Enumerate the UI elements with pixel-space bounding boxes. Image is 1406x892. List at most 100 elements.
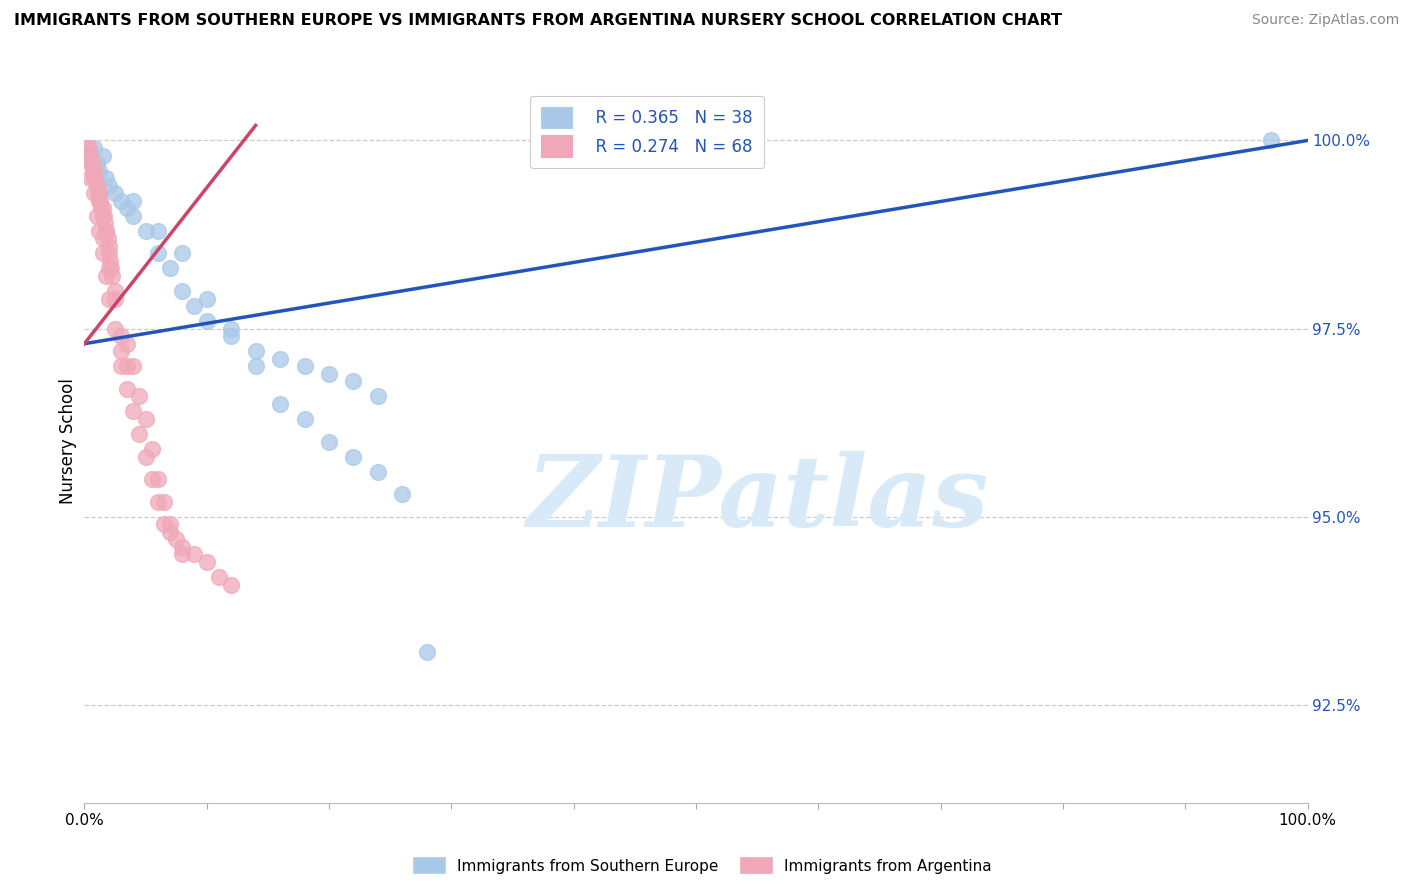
Point xyxy=(183,299,205,313)
Point xyxy=(122,359,145,374)
Point xyxy=(122,194,145,208)
Point xyxy=(86,156,108,170)
Point xyxy=(79,156,101,170)
Point xyxy=(165,533,187,547)
Point xyxy=(91,231,114,245)
Point xyxy=(97,231,120,245)
Point xyxy=(294,359,316,374)
Point xyxy=(91,246,114,260)
Point xyxy=(219,329,242,343)
Point xyxy=(115,359,138,374)
Point xyxy=(135,450,157,464)
Point xyxy=(153,494,176,508)
Point xyxy=(80,156,103,170)
Legend: Immigrants from Southern Europe, Immigrants from Argentina: Immigrants from Southern Europe, Immigra… xyxy=(408,852,998,880)
Point xyxy=(94,216,117,230)
Point xyxy=(87,186,110,201)
Text: ZIPatlas: ZIPatlas xyxy=(526,451,988,548)
Point xyxy=(115,336,138,351)
Point xyxy=(96,224,118,238)
Point xyxy=(86,209,108,223)
Point xyxy=(146,246,169,260)
Point xyxy=(269,351,291,366)
Point xyxy=(159,261,181,276)
Point xyxy=(101,268,124,283)
Point xyxy=(172,246,194,260)
Point xyxy=(172,540,194,554)
Point xyxy=(83,171,105,186)
Point xyxy=(91,201,114,215)
Point xyxy=(135,224,157,238)
Point xyxy=(135,412,157,426)
Point xyxy=(245,344,267,359)
Point xyxy=(172,284,194,298)
Point xyxy=(87,186,110,201)
Point xyxy=(93,209,115,223)
Point xyxy=(141,442,163,456)
Point xyxy=(87,163,110,178)
Point xyxy=(87,224,110,238)
Point xyxy=(89,194,111,208)
Point xyxy=(77,141,100,155)
Point xyxy=(97,246,120,260)
Point xyxy=(97,178,120,193)
Point xyxy=(195,292,218,306)
Point xyxy=(146,494,169,508)
Text: Source: ZipAtlas.com: Source: ZipAtlas.com xyxy=(1251,13,1399,28)
Point xyxy=(219,577,242,591)
Point xyxy=(77,148,100,162)
Point xyxy=(245,359,267,374)
Point xyxy=(97,261,120,276)
Point xyxy=(195,555,218,569)
Point xyxy=(83,186,105,201)
Point xyxy=(98,253,121,268)
Point xyxy=(416,645,439,659)
Point xyxy=(86,178,108,193)
Point xyxy=(195,314,218,328)
Point xyxy=(110,194,132,208)
Point xyxy=(128,389,150,403)
Point xyxy=(84,171,107,186)
Point xyxy=(367,465,389,479)
Legend:   R = 0.365   N = 38,   R = 0.274   N = 68: R = 0.365 N = 38, R = 0.274 N = 68 xyxy=(530,95,765,169)
Point xyxy=(110,329,132,343)
Point xyxy=(146,224,169,238)
Point xyxy=(122,404,145,418)
Point xyxy=(110,344,132,359)
Point xyxy=(82,163,104,178)
Point xyxy=(159,517,181,532)
Point xyxy=(294,412,316,426)
Point xyxy=(115,201,138,215)
Point xyxy=(86,178,108,193)
Point xyxy=(318,434,340,449)
Point xyxy=(104,292,127,306)
Point xyxy=(172,548,194,562)
Point xyxy=(104,186,127,201)
Point xyxy=(97,239,120,253)
Point xyxy=(141,472,163,486)
Point xyxy=(104,284,127,298)
Point xyxy=(115,382,138,396)
Point xyxy=(146,472,169,486)
Point xyxy=(183,548,205,562)
Point xyxy=(1260,133,1282,147)
Point xyxy=(269,397,291,411)
Point xyxy=(90,201,112,215)
Point xyxy=(342,450,364,464)
Point xyxy=(159,524,181,539)
Y-axis label: Nursery School: Nursery School xyxy=(59,378,77,505)
Point xyxy=(104,321,127,335)
Point xyxy=(219,321,242,335)
Point xyxy=(128,427,150,442)
Point xyxy=(110,359,132,374)
Point xyxy=(87,194,110,208)
Point xyxy=(79,148,101,162)
Point xyxy=(79,171,101,186)
Point xyxy=(122,209,145,223)
Point xyxy=(367,389,389,403)
Point xyxy=(342,374,364,388)
Point xyxy=(318,367,340,381)
Point xyxy=(97,292,120,306)
Point xyxy=(208,570,231,584)
Point xyxy=(83,141,105,155)
